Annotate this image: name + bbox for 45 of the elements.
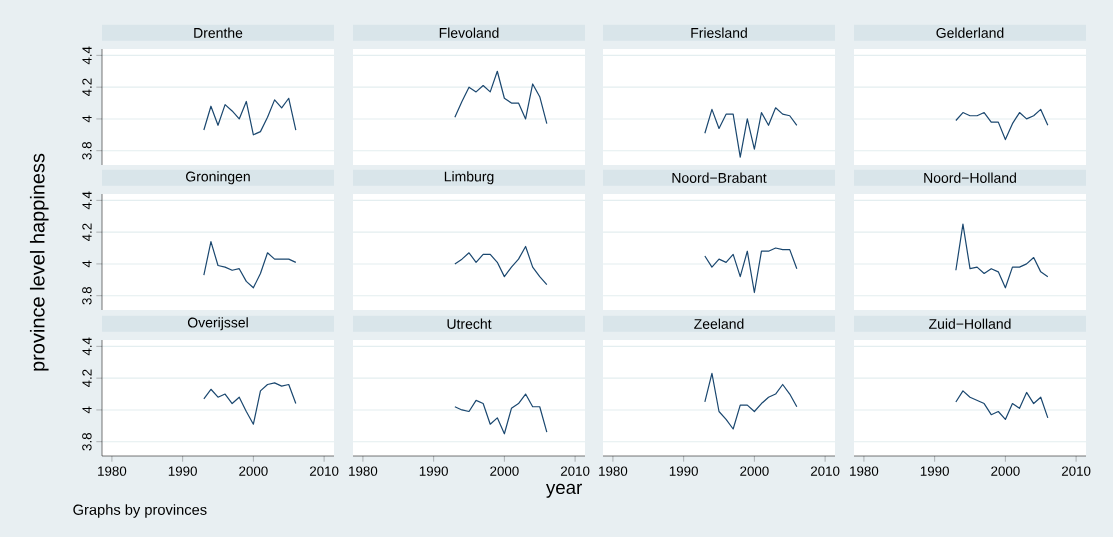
x-tick-label: 2000	[239, 466, 268, 476]
y-tick-label: 4.4	[82, 191, 92, 210]
y-axis-title: province level happiness	[29, 153, 49, 371]
chart-title: Limburg	[444, 171, 494, 185]
x-tick-label: 2010	[309, 466, 339, 476]
x-axis-title: year	[546, 483, 582, 498]
y-tick-label: 4	[82, 260, 92, 268]
x-tick-label: 2000	[740, 466, 769, 476]
x-tick-label: 2010	[560, 466, 590, 476]
x-tick-label: 1990	[920, 466, 949, 476]
x-tick-label: 2000	[490, 466, 519, 476]
chart-title: Noord−Holland	[924, 172, 1016, 183]
x-tick-label: 1990	[168, 466, 197, 476]
chart-title: Gelderland	[936, 27, 1004, 38]
y-tick-label: 4.2	[82, 223, 92, 242]
line-series	[203, 97, 297, 136]
chart-title: Friesland	[691, 27, 747, 38]
chart-title: Noord−Brabant	[672, 172, 767, 183]
y-tick-label: 4.4	[82, 337, 92, 356]
x-tick-label: 1990	[669, 466, 698, 476]
x-tick-label: 2000	[991, 466, 1020, 476]
x-tick-label: 1980	[98, 466, 127, 476]
x-tick-label: 1990	[419, 466, 448, 476]
chart-title: Zuid−Holland	[929, 318, 1011, 329]
chart-title: Zeeland	[694, 318, 744, 329]
x-tick-label: 2010	[810, 466, 840, 476]
chart-title: Drenthe	[194, 27, 243, 38]
y-tick-label: 4	[82, 406, 92, 414]
chart-title: Flevoland	[439, 27, 499, 38]
chart-title: Utrecht	[447, 318, 492, 329]
y-tick-label: 4.2	[82, 369, 92, 388]
line-series	[203, 382, 297, 425]
y-tick-label: 3.8	[82, 287, 92, 305]
x-tick-label: 1980	[599, 466, 628, 476]
text: Graphs by provinces	[73, 504, 207, 518]
y-tick-label: 3.8	[82, 142, 92, 160]
x-tick-label: 2010	[1061, 466, 1091, 476]
y-tick-label: 4	[82, 115, 92, 123]
x-tick-label: 1980	[349, 466, 378, 476]
y-tick-label: 4.4	[82, 46, 92, 65]
y-tick-label: 4.2	[82, 78, 92, 97]
x-tick-label: 1980	[850, 466, 879, 476]
chart-title: Groningen	[186, 171, 250, 185]
chart-title: Overijssel	[187, 317, 248, 331]
y-tick-label: 3.8	[82, 433, 92, 451]
